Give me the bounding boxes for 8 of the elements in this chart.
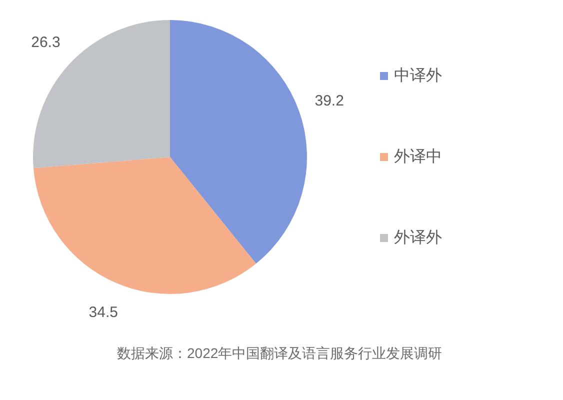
legend-label: 中译外: [394, 66, 442, 84]
source-note: 数据来源：2022年中国翻译及语言服务行业发展调研: [117, 345, 442, 361]
data-label: 26.3: [31, 34, 60, 51]
data-label: 39.2: [314, 92, 344, 110]
legend: 中译外 外译中 外译外: [380, 68, 442, 246]
legend-label: 外译外: [394, 230, 442, 246]
data-label: 34.5: [88, 304, 118, 321]
legend-label: 外译中: [394, 148, 442, 166]
